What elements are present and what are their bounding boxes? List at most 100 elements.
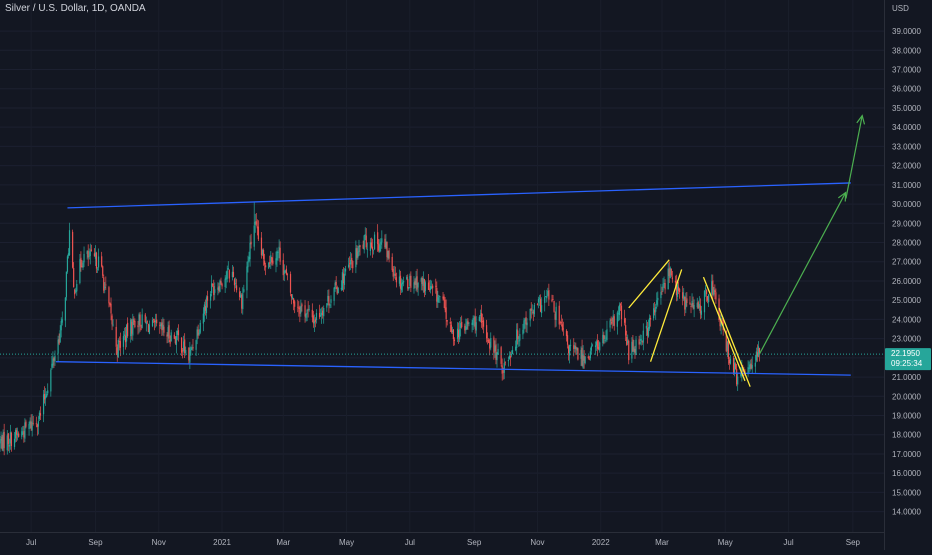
candle <box>664 279 666 294</box>
price-tick-label: 24.0000 <box>892 315 921 324</box>
candle <box>269 255 271 268</box>
candle <box>413 276 415 294</box>
candle <box>196 326 198 345</box>
candle <box>21 427 23 440</box>
candle <box>351 253 353 269</box>
candle <box>16 427 18 442</box>
candle <box>227 261 229 270</box>
candle <box>90 244 92 252</box>
candle <box>342 267 345 292</box>
candle <box>671 270 673 283</box>
price-tick-label: 37.0000 <box>892 66 921 75</box>
candle <box>481 313 484 330</box>
grid <box>0 30 884 513</box>
candle <box>37 416 39 435</box>
candle <box>597 334 599 357</box>
time-axis[interactable]: Jul Sep Nov 2021 Mar May Jul Sep Nov 2022 Mar May Ju… <box>0 532 884 550</box>
channel-lower-line[interactable] <box>56 361 851 376</box>
projection-arrow-1[interactable] <box>758 191 847 355</box>
candle <box>293 298 295 311</box>
candle <box>714 284 716 300</box>
candle <box>248 251 250 263</box>
candle <box>13 431 16 450</box>
candle <box>473 315 475 327</box>
candle <box>531 304 533 315</box>
candle <box>166 332 168 344</box>
channel-upper-line[interactable] <box>67 182 851 209</box>
candle <box>545 296 547 298</box>
candle <box>670 268 672 278</box>
candle <box>401 279 404 293</box>
candle <box>219 279 221 293</box>
candle <box>67 248 70 259</box>
candle <box>575 342 577 355</box>
candle <box>684 296 686 317</box>
candle <box>340 280 342 292</box>
time-tick-label: Nov <box>152 538 166 547</box>
candle <box>231 265 234 281</box>
drawings[interactable] <box>56 114 866 387</box>
candle <box>610 316 612 325</box>
candle <box>253 202 255 251</box>
candle <box>378 239 380 253</box>
candle <box>57 335 59 363</box>
candle <box>54 350 56 366</box>
candle <box>17 427 19 441</box>
candle <box>243 284 245 294</box>
candle <box>153 318 156 331</box>
time-tick-label: Jul <box>783 538 793 547</box>
candle <box>25 419 27 429</box>
candle <box>393 265 395 279</box>
candle <box>139 311 141 332</box>
candle <box>31 413 33 437</box>
candle <box>669 266 671 279</box>
candle <box>50 368 52 397</box>
candle <box>132 313 134 341</box>
price-axis[interactable]: USD 14.0000 15.0000 16.0000 17.0000 18.0000 1… <box>884 0 932 550</box>
candle <box>377 224 379 252</box>
candle <box>322 306 324 319</box>
candle <box>362 240 364 250</box>
wedge-line[interactable] <box>718 307 751 387</box>
candle <box>606 320 608 342</box>
candle <box>726 340 728 357</box>
candle <box>8 438 10 453</box>
candle <box>705 289 708 302</box>
candle <box>305 313 307 322</box>
projection-arrow-2[interactable] <box>845 114 866 199</box>
candle <box>28 421 30 436</box>
candle <box>436 281 438 308</box>
time-tick-label: 2021 <box>213 538 231 547</box>
candle <box>364 227 366 241</box>
candle <box>93 248 96 257</box>
candle <box>214 282 216 300</box>
wedge-line[interactable] <box>649 269 683 362</box>
candle <box>416 268 418 293</box>
wedge-line[interactable] <box>628 259 670 309</box>
candle <box>591 343 594 347</box>
candle <box>151 317 154 328</box>
candle <box>89 243 91 265</box>
price-tick-label: 21.0000 <box>892 373 921 382</box>
wedge-line[interactable] <box>702 276 746 382</box>
candle <box>190 346 192 356</box>
candle <box>566 331 569 349</box>
candle <box>263 253 266 271</box>
candle <box>7 432 9 452</box>
candle <box>755 347 757 363</box>
candle <box>496 351 498 368</box>
candle <box>241 293 243 314</box>
candle <box>110 297 112 321</box>
price-tick-label: 35.0000 <box>892 104 921 113</box>
price-tick-label: 20.0000 <box>892 392 921 401</box>
candle <box>459 321 461 343</box>
candle <box>756 344 759 362</box>
candle <box>75 287 77 294</box>
candle <box>155 313 157 328</box>
candle <box>495 338 497 365</box>
candle <box>0 436 1 452</box>
candle <box>582 345 584 370</box>
candle <box>588 356 590 361</box>
